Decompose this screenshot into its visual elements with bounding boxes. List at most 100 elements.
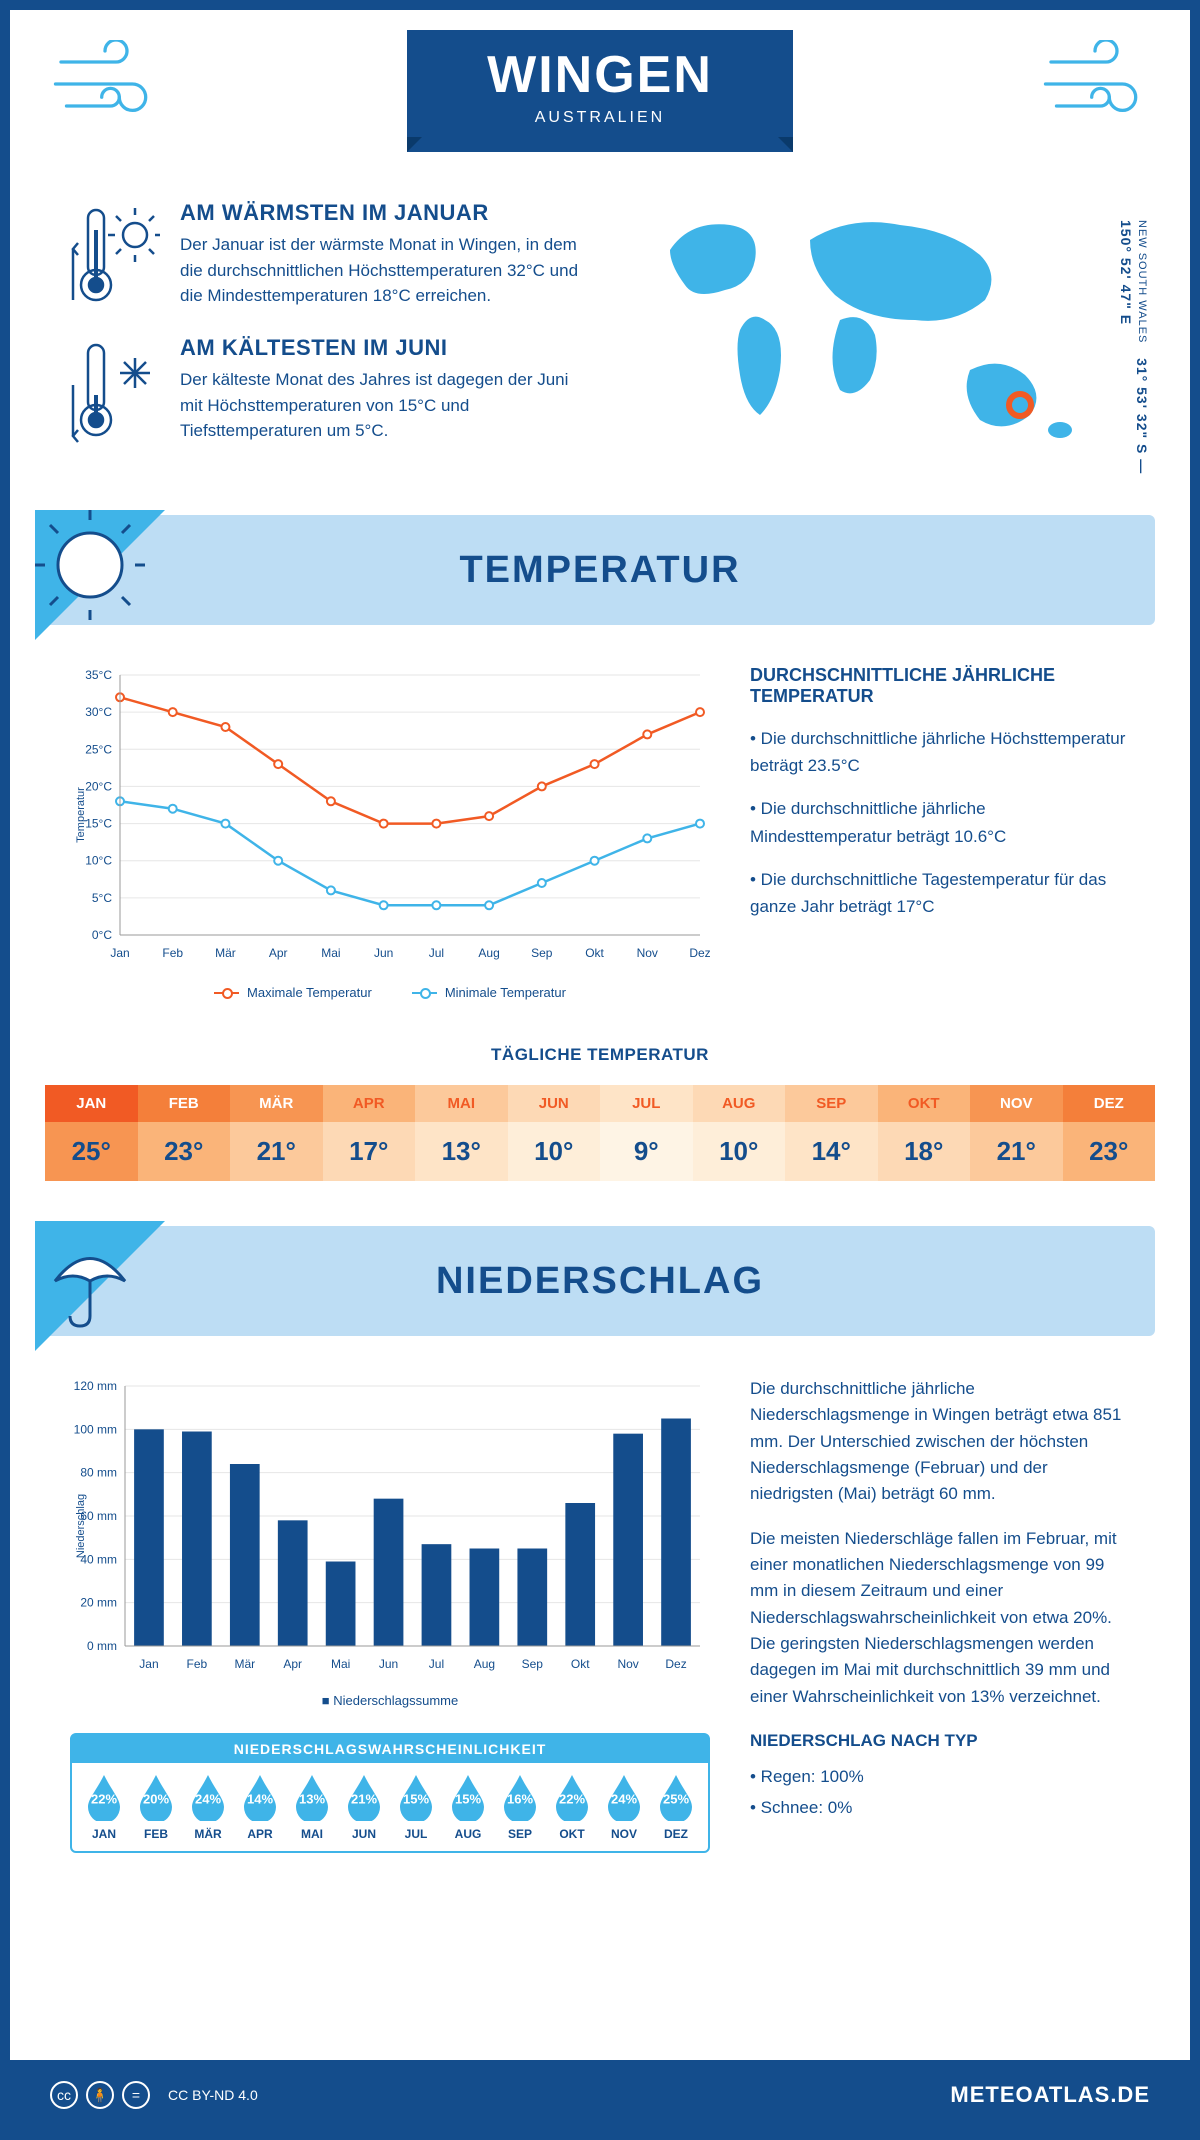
precipitation-bar-chart: 0 mm20 mm40 mm60 mm80 mm100 mm120 mmJanF… [70, 1376, 710, 1681]
raindrop-icon: 14% [240, 1773, 280, 1821]
raindrop-icon: 22% [84, 1773, 124, 1821]
raindrop-icon: 25% [656, 1773, 696, 1821]
raindrop-icon: 20% [136, 1773, 176, 1821]
temp-cell: AUG 10° [693, 1085, 786, 1181]
svg-text:Feb: Feb [162, 946, 183, 960]
coldest-text: Der kälteste Monat des Jahres ist dagege… [180, 367, 580, 444]
umbrella-icon [35, 1221, 165, 1351]
title-ribbon: WINGEN AUSTRALIEN [407, 30, 793, 152]
prob-cell: 13% MAI [286, 1773, 338, 1841]
svg-text:Dez: Dez [665, 1657, 686, 1671]
intro-section: AM WÄRMSTEN IM JANUAR Der Januar ist der… [10, 180, 1190, 505]
temp-cell: SEP 14° [785, 1085, 878, 1181]
prob-cell: 25% DEZ [650, 1773, 702, 1841]
precipitation-text: Die durchschnittliche jährliche Niedersc… [750, 1376, 1130, 1853]
infographic-page: WINGEN AUSTRALIEN AM WÄRMSTEN IM JANUAR … [0, 0, 1200, 2140]
temp-cell: JAN 25° [45, 1085, 138, 1181]
svg-text:Mär: Mär [234, 1657, 255, 1671]
svg-text:Jun: Jun [379, 1657, 398, 1671]
prob-cell: 22% OKT [546, 1773, 598, 1841]
wind-icon [1040, 40, 1150, 144]
svg-text:5°C: 5°C [92, 891, 112, 905]
svg-text:Nov: Nov [617, 1657, 638, 1671]
sun-icon [35, 510, 165, 640]
svg-text:30°C: 30°C [85, 705, 112, 719]
svg-text:Mai: Mai [321, 946, 340, 960]
raindrop-icon: 24% [604, 1773, 644, 1821]
daily-temperature-table: JAN 25° FEB 23° MÄR 21° APR 17° MAI 13° … [45, 1085, 1155, 1181]
precipitation-section: 0 mm20 mm40 mm60 mm80 mm100 mm120 mmJanF… [10, 1346, 1190, 1873]
thermometer-snow-icon [70, 335, 160, 445]
raindrop-icon: 13% [292, 1773, 332, 1821]
world-map-icon [630, 200, 1090, 470]
raindrop-icon: 22% [552, 1773, 592, 1821]
svg-text:Jan: Jan [110, 946, 129, 960]
precipitation-banner: NIEDERSCHLAG [45, 1226, 1155, 1336]
raindrop-icon: 24% [188, 1773, 228, 1821]
license-icons: cc 🧍 = CC BY-ND 4.0 [50, 2081, 258, 2109]
svg-text:Okt: Okt [571, 1657, 590, 1671]
coordinates: NEW SOUTH WALES 31° 53' 32" S — 150° 52'… [1118, 220, 1150, 475]
svg-text:80 mm: 80 mm [80, 1466, 117, 1480]
raindrop-icon: 21% [344, 1773, 384, 1821]
raindrop-icon: 16% [500, 1773, 540, 1821]
raindrop-icon: 15% [396, 1773, 436, 1821]
svg-text:15°C: 15°C [85, 817, 112, 831]
temp-cell: MÄR 21° [230, 1085, 323, 1181]
svg-text:Apr: Apr [269, 946, 288, 960]
svg-text:100 mm: 100 mm [74, 1422, 117, 1436]
temp-cell: OKT 18° [878, 1085, 971, 1181]
svg-text:Dez: Dez [689, 946, 710, 960]
svg-text:0 mm: 0 mm [87, 1639, 117, 1653]
country-name: AUSTRALIEN [487, 109, 713, 127]
warmest-text: Der Januar ist der wärmste Monat in Wing… [180, 232, 580, 309]
prob-cell: 14% APR [234, 1773, 286, 1841]
raindrop-icon: 15% [448, 1773, 488, 1821]
svg-text:Okt: Okt [585, 946, 604, 960]
section-title: TEMPERATUR [459, 549, 740, 592]
svg-text:25°C: 25°C [85, 742, 112, 756]
temp-cell: MAI 13° [415, 1085, 508, 1181]
svg-text:Temperatur: Temperatur [75, 787, 87, 843]
thermometer-sun-icon [70, 200, 160, 310]
city-name: WINGEN [487, 45, 713, 105]
svg-text:Feb: Feb [187, 1657, 208, 1671]
coldest-title: AM KÄLTESTEN IM JUNI [180, 335, 580, 361]
wind-icon [50, 40, 160, 144]
temp-cell: NOV 21° [970, 1085, 1063, 1181]
prob-cell: 16% SEP [494, 1773, 546, 1841]
prob-cell: 22% JAN [78, 1773, 130, 1841]
bar-legend: Niederschlagssumme [70, 1693, 710, 1708]
footer: cc 🧍 = CC BY-ND 4.0 METEOATLAS.DE [10, 2060, 1190, 2130]
temp-cell: FEB 23° [138, 1085, 231, 1181]
daily-temp-title: TÄGLICHE TEMPERATUR [10, 1045, 1190, 1065]
temp-cell: JUN 10° [508, 1085, 601, 1181]
svg-text:Niederschlag: Niederschlag [75, 1494, 87, 1558]
prob-cell: 24% NOV [598, 1773, 650, 1841]
temp-cell: JUL 9° [600, 1085, 693, 1181]
svg-text:20 mm: 20 mm [80, 1596, 117, 1610]
prob-cell: 15% AUG [442, 1773, 494, 1841]
svg-text:Aug: Aug [478, 946, 499, 960]
svg-text:Mai: Mai [331, 1657, 350, 1671]
svg-text:10°C: 10°C [85, 854, 112, 868]
warmest-title: AM WÄRMSTEN IM JANUAR [180, 200, 580, 226]
prob-cell: 24% MÄR [182, 1773, 234, 1841]
header: WINGEN AUSTRALIEN [10, 10, 1190, 180]
svg-text:Nov: Nov [637, 946, 658, 960]
by-icon: 🧍 [86, 2081, 114, 2109]
prob-cell: 20% FEB [130, 1773, 182, 1841]
svg-text:20°C: 20°C [85, 779, 112, 793]
svg-text:0°C: 0°C [92, 928, 112, 942]
svg-text:Jul: Jul [429, 1657, 444, 1671]
svg-text:Jul: Jul [429, 946, 444, 960]
prob-cell: 21% JUN [338, 1773, 390, 1841]
svg-text:Sep: Sep [522, 1657, 544, 1671]
warmest-block: AM WÄRMSTEN IM JANUAR Der Januar ist der… [70, 200, 610, 310]
temperature-banner: TEMPERATUR [45, 515, 1155, 625]
temp-cell: APR 17° [323, 1085, 416, 1181]
svg-text:Jan: Jan [139, 1657, 158, 1671]
svg-text:35°C: 35°C [85, 668, 112, 682]
map-block: NEW SOUTH WALES 31° 53' 32" S — 150° 52'… [630, 200, 1130, 475]
coldest-block: AM KÄLTESTEN IM JUNI Der kälteste Monat … [70, 335, 610, 445]
